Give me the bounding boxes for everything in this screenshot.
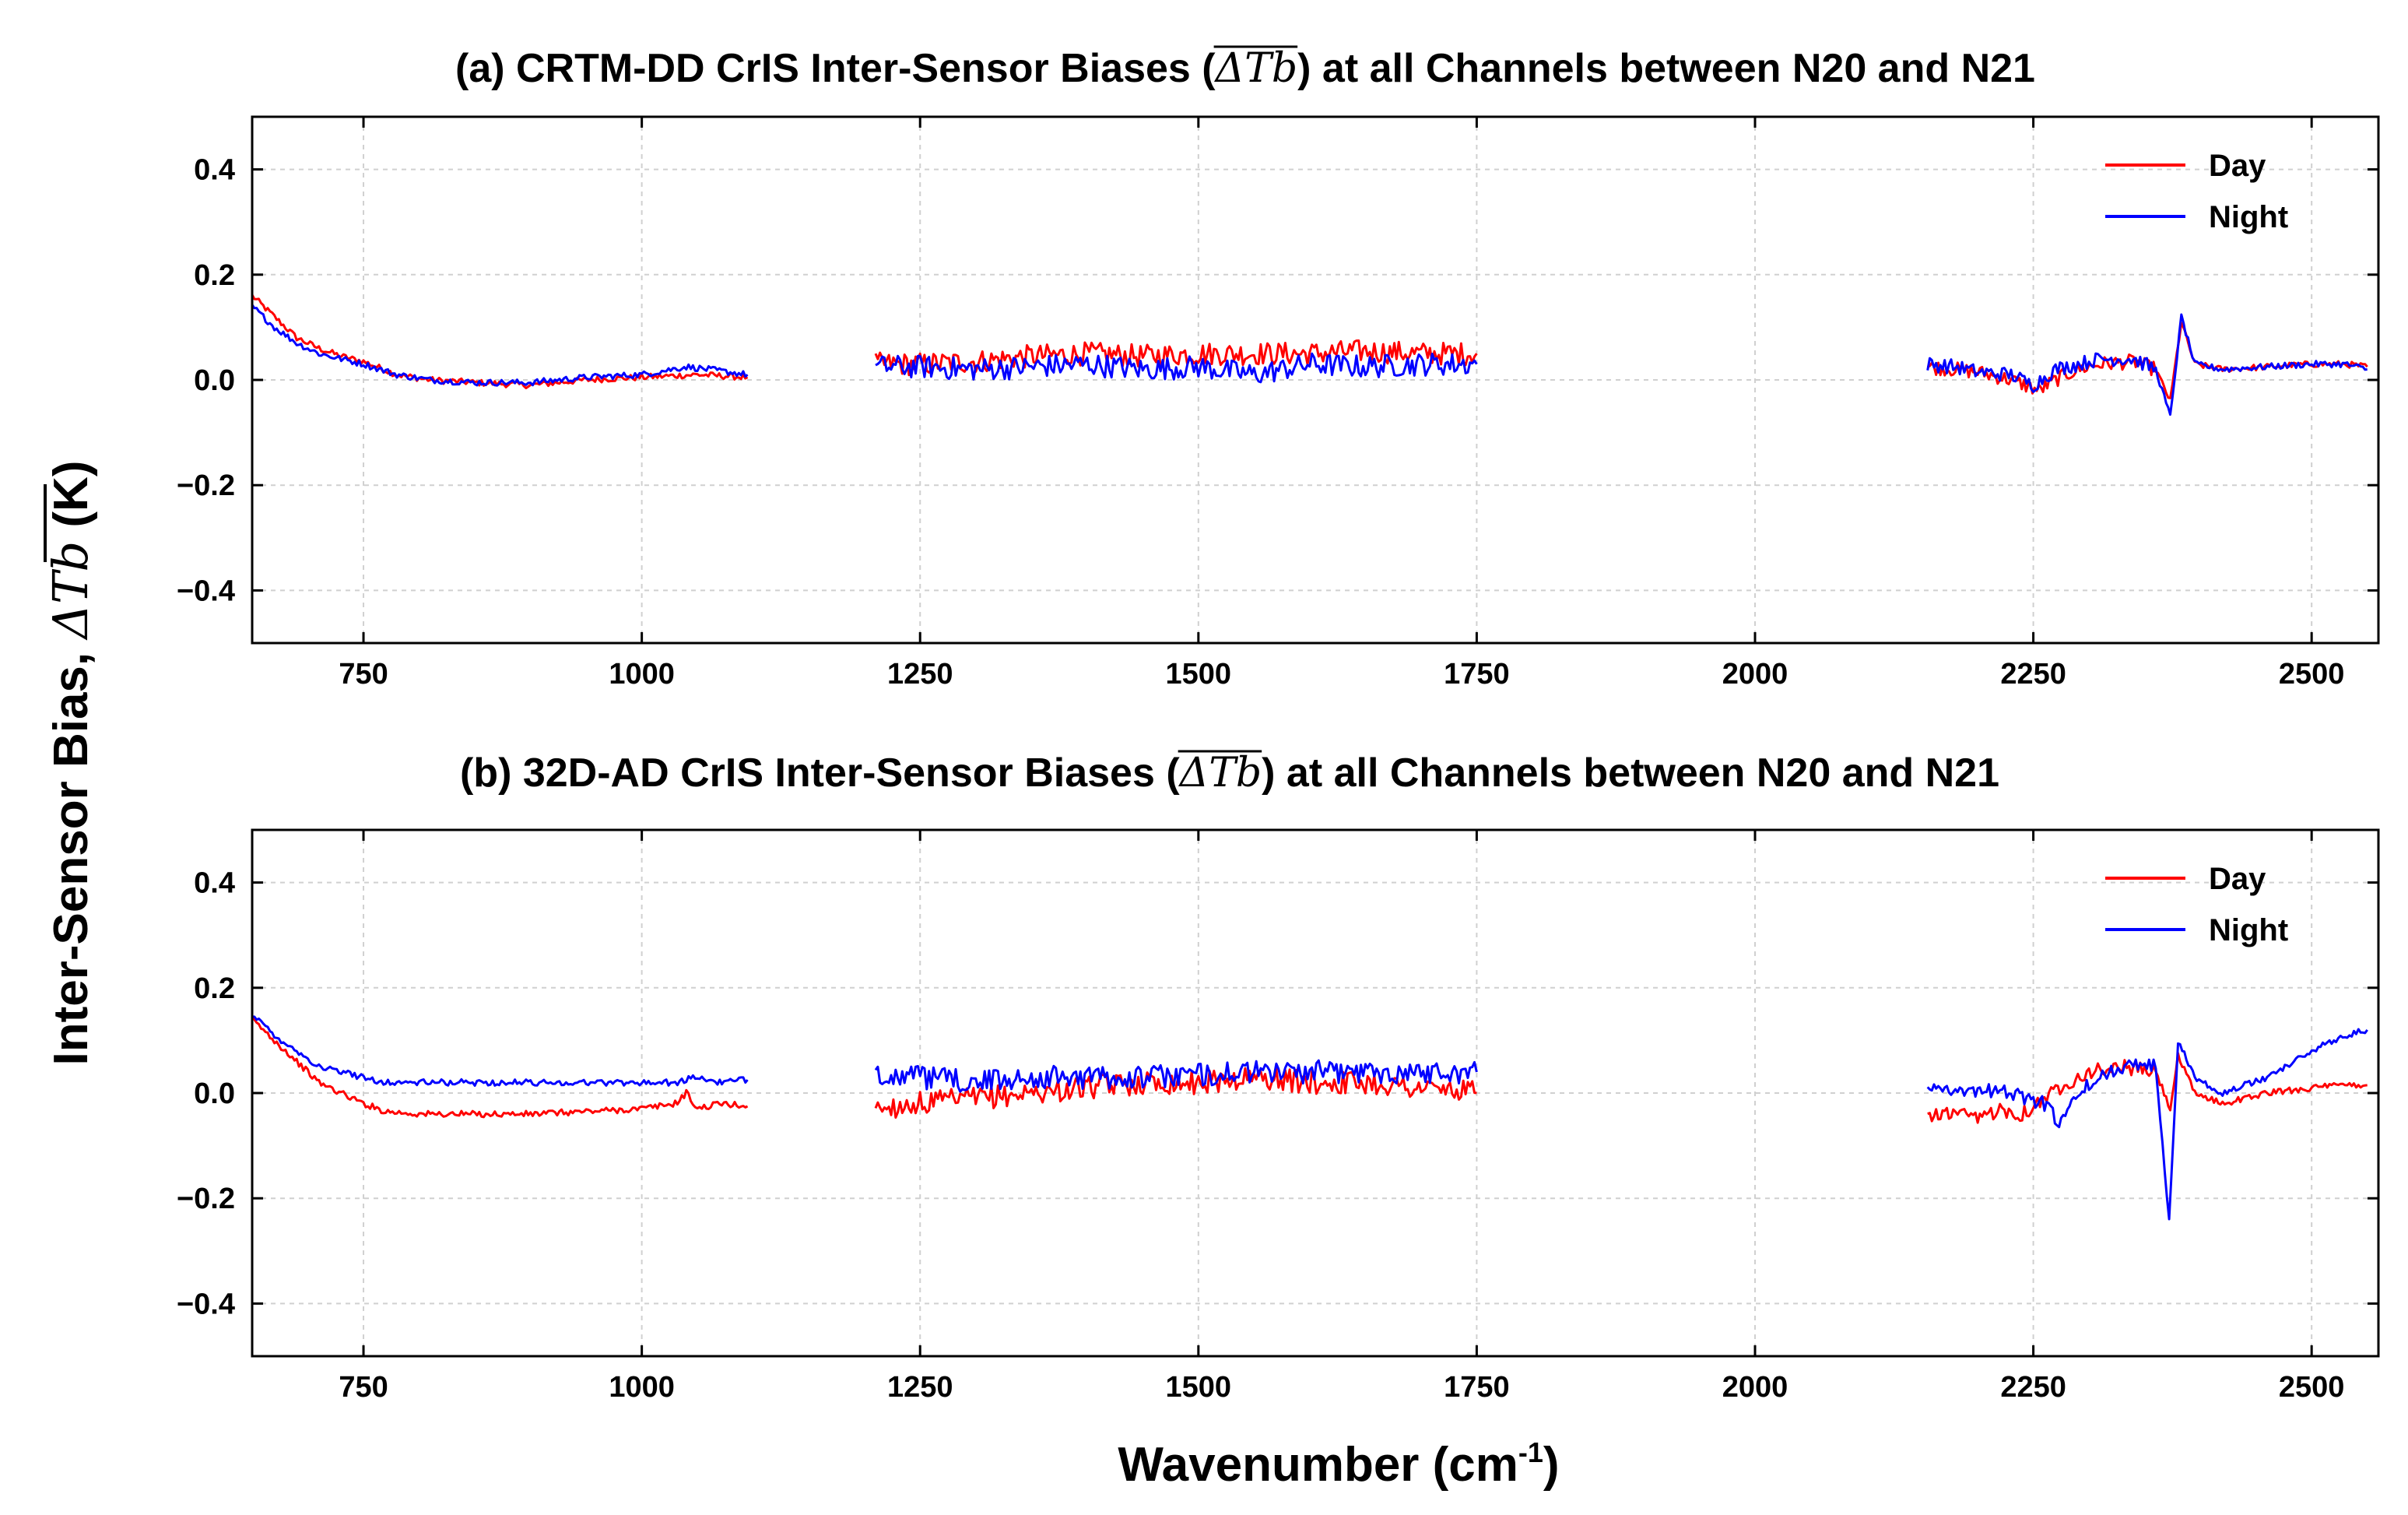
panel-b-series (251, 1015, 2368, 1221)
panel-b-x-tick-label: 2250 (2000, 1371, 2066, 1404)
panel-b-y-tick-label: −0.2 (177, 1183, 235, 1215)
panel-a-y-tick-label: −0.4 (177, 575, 235, 607)
panel-b-x-tick-label: 2500 (2279, 1371, 2345, 1404)
panel-b: (b) 32D-AD CrIS Inter-Sensor Biases (ΔTb… (177, 750, 2380, 1404)
panel-b-x-ticks: 750 1000 1250 1500 1750 2000 2250 2500 (339, 830, 2344, 1404)
panel-a-legend-day-label: Day (2209, 149, 2266, 183)
panel-a-title-prefix: (a) CRTM-DD CrIS Inter-Sensor Biases ( (455, 46, 1216, 91)
x-axis-label-sup: -1 (1518, 1436, 1543, 1468)
panel-b-y-tick-label: 0.4 (194, 867, 235, 900)
panel-a-x-tick-label: 2250 (2000, 658, 2066, 691)
panel-b-frame (251, 828, 2380, 1358)
panel-b-legend: Day Night (2105, 862, 2288, 947)
panel-a-x-tick-label: 1500 (1166, 658, 1232, 691)
panel-b-day-line-segment-3 (1927, 1052, 2368, 1124)
panel-a-x-tick-label: 1750 (1444, 658, 1510, 691)
x-axis-label-text: Wavenumber (cm (1118, 1438, 1518, 1492)
panel-a-y-tick-label: 0.4 (194, 154, 235, 187)
panel-a-grid (252, 117, 2378, 643)
panel-a-y-tick-label: 0.2 (194, 259, 235, 292)
panel-a-x-ticks: 750 1000 1250 1500 1750 2000 2250 2500 (339, 117, 2344, 691)
panel-a-night-line-segment-2 (875, 352, 1478, 384)
panel-a-y-tick-label: −0.2 (177, 469, 235, 502)
y-axis-label: Inter-Sensor Bias, ΔTb (K) (42, 461, 99, 1066)
panel-b-y-tick-label: −0.4 (177, 1288, 235, 1320)
panel-a-legend-night-label: Night (2209, 200, 2288, 234)
panel-a-night-line-segment-3 (1926, 313, 2368, 417)
panel-b-night-line-segment-3 (1926, 1028, 2368, 1221)
panel-a-title-symbol: ΔTb (1214, 45, 1298, 92)
panel-b-night-line-segment-1 (251, 1015, 749, 1087)
y-axis-label-symbol: ΔTb (42, 541, 99, 641)
panel-b-x-tick-label: 750 (339, 1371, 388, 1404)
x-axis-label: Wavenumber (cm-1) (1118, 1436, 1559, 1492)
panel-a-x-tick-label: 1250 (887, 658, 953, 691)
panel-a-title-suffix: ) at all Channels between N20 and N21 (1297, 46, 2035, 91)
panel-a-x-tick-label: 2500 (2279, 658, 2345, 691)
panel-b-title: (b) 32D-AD CrIS Inter-Sensor Biases (ΔTb… (460, 750, 1999, 796)
panel-b-day-line-segment-2 (874, 1067, 1477, 1119)
panel-a-night-line-segment-1 (251, 304, 749, 387)
panel-a-title: (a) CRTM-DD CrIS Inter-Sensor Biases (ΔT… (455, 45, 2035, 92)
panel-b-x-tick-label: 1250 (887, 1371, 953, 1404)
y-axis-label-unit: (K) (44, 461, 98, 541)
panel-b-night-line-segment-2 (874, 1059, 1478, 1093)
x-axis-label-end: ) (1543, 1438, 1560, 1492)
panel-b-title-prefix: (b) 32D-AD CrIS Inter-Sensor Biases ( (460, 750, 1180, 796)
panel-b-legend-night-label: Night (2209, 913, 2288, 947)
panel-b-x-tick-label: 2000 (1722, 1371, 1788, 1404)
panel-b-legend-day-label: Day (2209, 862, 2266, 896)
panel-b-title-suffix: ) at all Channels between N20 and N21 (1262, 750, 1999, 796)
panel-a-y-ticks: 0.4 0.2 0.0 −0.2 −0.4 (177, 154, 2378, 607)
panel-b-x-tick-label: 1000 (609, 1371, 675, 1404)
panel-a-series (251, 294, 2368, 417)
panel-b-x-tick-label: 1750 (1444, 1371, 1510, 1404)
panel-b-day-line-segment-1 (251, 1015, 749, 1119)
panel-a-y-tick-label: 0.0 (194, 364, 235, 397)
panel-a-legend: Day Night (2105, 149, 2288, 234)
panel-b-title-symbol: ΔTb (1178, 750, 1262, 796)
panel-a-x-tick-label: 750 (339, 658, 388, 691)
y-axis-label-text: Inter-Sensor Bias, (44, 639, 98, 1066)
panel-a: (a) CRTM-DD CrIS Inter-Sensor Biases (ΔT… (177, 45, 2380, 691)
panel-a-day-line-segment-1 (251, 294, 749, 389)
panel-b-y-tick-label: 0.2 (194, 972, 235, 1005)
panel-a-x-tick-label: 1000 (609, 658, 675, 691)
panel-b-y-tick-label: 0.0 (194, 1077, 235, 1110)
panel-b-x-tick-label: 1500 (1166, 1371, 1232, 1404)
panel-a-frame (251, 115, 2380, 645)
panel-a-x-tick-label: 2000 (1722, 658, 1788, 691)
panel-b-y-ticks: 0.4 0.2 0.0 −0.2 −0.4 (177, 867, 2378, 1320)
